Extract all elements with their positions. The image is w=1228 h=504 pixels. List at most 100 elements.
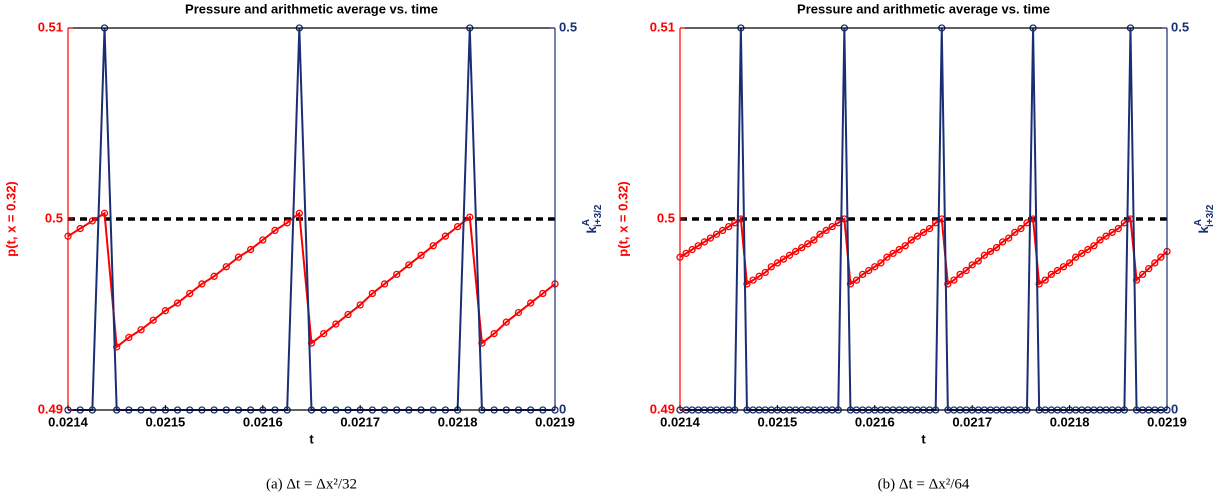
point bbox=[889, 249, 897, 258]
x-tick-label: 0.0219 bbox=[1147, 414, 1187, 429]
point bbox=[913, 232, 922, 240]
caption: (a) Δt = Δx²/32 bbox=[266, 476, 357, 492]
point bbox=[828, 222, 836, 231]
point bbox=[1011, 228, 1019, 237]
x-tick-label: 0.0219 bbox=[535, 414, 575, 429]
y2-label-sub: i+3/2 bbox=[593, 204, 604, 227]
x-tick-label: 0.0218 bbox=[438, 414, 478, 429]
point bbox=[779, 255, 788, 263]
point bbox=[1078, 249, 1086, 258]
point bbox=[1145, 265, 1153, 273]
point bbox=[173, 299, 182, 307]
point bbox=[718, 226, 727, 235]
y2-label-base: k bbox=[584, 226, 599, 234]
point bbox=[1053, 266, 1062, 275]
point bbox=[271, 226, 279, 235]
y2-tick-label: 0.5 bbox=[559, 19, 577, 34]
point bbox=[901, 242, 909, 250]
point bbox=[950, 276, 958, 284]
point bbox=[1065, 259, 1074, 267]
point bbox=[259, 236, 267, 244]
point bbox=[405, 261, 413, 269]
point bbox=[393, 270, 401, 279]
y-axis-label: p(t, x = 0.32) bbox=[3, 181, 18, 257]
point bbox=[986, 247, 995, 256]
point bbox=[453, 222, 462, 231]
point bbox=[865, 266, 873, 275]
point bbox=[682, 249, 690, 258]
x-tick-label: 0.0218 bbox=[1050, 414, 1090, 429]
y2-label-sub: i+3/2 bbox=[1205, 204, 1216, 227]
point bbox=[761, 268, 769, 277]
point bbox=[100, 209, 109, 217]
point bbox=[804, 240, 812, 248]
point bbox=[76, 224, 84, 233]
point bbox=[749, 276, 757, 284]
point bbox=[1096, 236, 1104, 244]
point bbox=[527, 299, 535, 307]
point bbox=[429, 242, 437, 250]
y2-label-sup: A bbox=[581, 219, 592, 226]
point bbox=[992, 243, 1001, 252]
point bbox=[1108, 228, 1116, 237]
series-line bbox=[679, 217, 1168, 286]
point bbox=[968, 261, 976, 269]
point bbox=[956, 270, 964, 279]
y2-tick-label: 0 bbox=[559, 401, 566, 416]
point bbox=[1005, 234, 1013, 242]
x-tick-label: 0.0217 bbox=[952, 414, 992, 429]
point bbox=[792, 247, 800, 256]
point bbox=[88, 217, 96, 225]
point bbox=[137, 326, 145, 334]
y2-label-base: k bbox=[1196, 226, 1211, 234]
point bbox=[883, 253, 891, 261]
y2-label-sup: A bbox=[1193, 219, 1204, 226]
point bbox=[1084, 245, 1092, 254]
point bbox=[725, 222, 733, 231]
chart-title: Pressure and arithmetic average vs. time bbox=[797, 1, 1050, 16]
point bbox=[767, 263, 775, 271]
point bbox=[149, 316, 157, 324]
point bbox=[706, 234, 715, 242]
y-tick-label: 0.51 bbox=[650, 19, 675, 34]
point bbox=[1139, 270, 1147, 279]
point bbox=[246, 245, 255, 254]
point bbox=[919, 228, 928, 237]
point bbox=[356, 301, 364, 309]
point bbox=[694, 242, 702, 250]
y2-axis-label: kAi+3/2 bbox=[1193, 204, 1216, 233]
point bbox=[186, 289, 194, 298]
point bbox=[539, 289, 547, 298]
y-axis-label: p(t, x = 0.32) bbox=[615, 181, 630, 257]
point bbox=[962, 266, 970, 275]
caption: (b) Δt = Δx²/64 bbox=[878, 476, 970, 492]
point bbox=[712, 230, 721, 238]
point bbox=[368, 289, 377, 298]
point bbox=[161, 307, 170, 315]
point bbox=[974, 257, 982, 265]
y-tick-label: 0.5 bbox=[657, 210, 675, 225]
point bbox=[688, 245, 696, 254]
point bbox=[822, 226, 830, 235]
chart-title: Pressure and arithmetic average vs. time bbox=[185, 1, 438, 16]
point bbox=[871, 263, 879, 271]
x-tick-label: 0.0216 bbox=[243, 414, 283, 429]
x-tick-label: 0.0215 bbox=[758, 414, 798, 429]
point bbox=[907, 236, 915, 244]
point bbox=[1151, 259, 1159, 267]
point bbox=[380, 280, 389, 288]
point bbox=[773, 259, 782, 267]
point bbox=[198, 280, 206, 288]
point bbox=[1114, 224, 1122, 233]
point bbox=[798, 243, 806, 252]
y2-axis-label: kAi+3/2 bbox=[581, 204, 604, 233]
point bbox=[755, 272, 763, 280]
y2-tick-label: 0 bbox=[1171, 401, 1178, 416]
point bbox=[700, 238, 708, 246]
x-tick-label: 0.0215 bbox=[146, 414, 186, 429]
point bbox=[785, 251, 794, 259]
point bbox=[222, 263, 230, 271]
point bbox=[234, 253, 243, 261]
point bbox=[1157, 253, 1165, 261]
